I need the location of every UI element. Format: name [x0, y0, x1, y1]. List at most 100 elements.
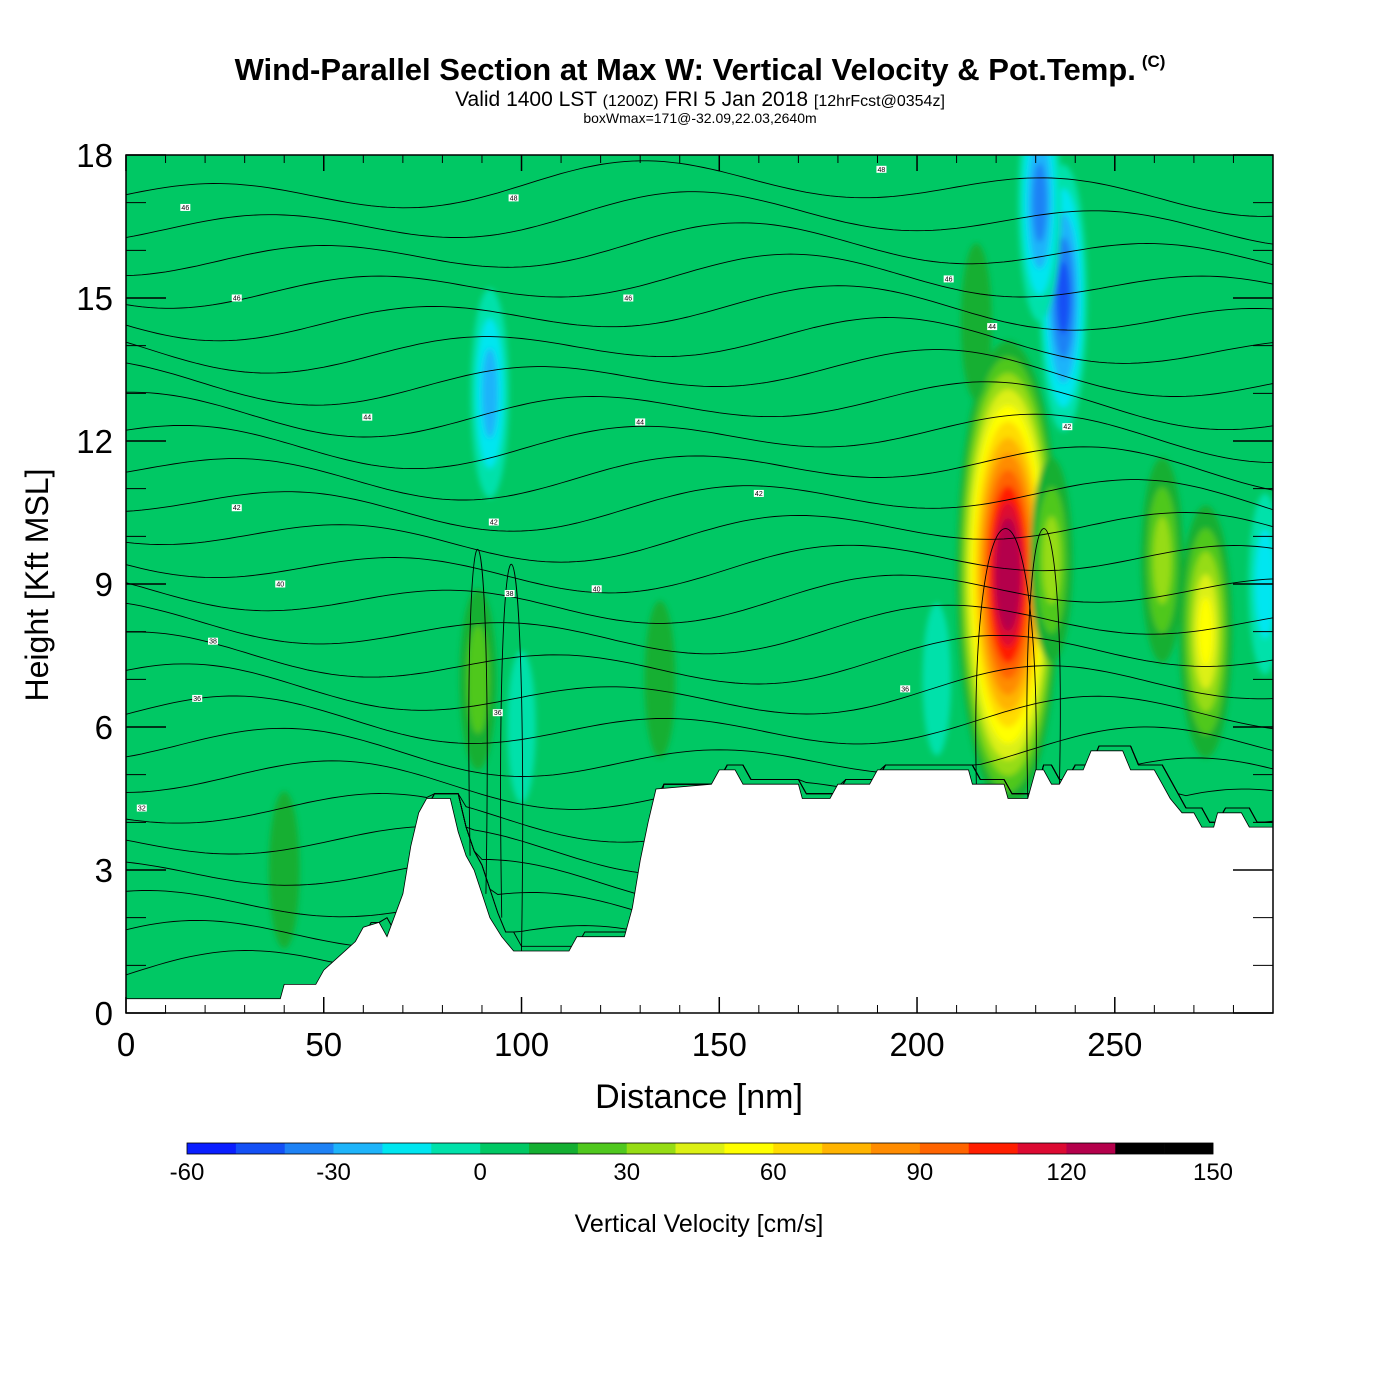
theta-label-box — [504, 590, 515, 598]
colorbar-tick-label: 150 — [1193, 1159, 1233, 1186]
colorbar-swatch — [968, 1143, 1018, 1154]
y-tick-label: 9 — [95, 566, 113, 603]
downdraft-contour-8-4 — [1056, 261, 1070, 335]
valid-date: FRI 5 Jan 2018 — [664, 88, 809, 111]
theta-contour-bubble — [500, 563, 524, 952]
theta-label: 36 — [193, 696, 201, 703]
theta-label-box — [136, 804, 147, 812]
theta-label: 44 — [636, 419, 644, 426]
theta-label-box — [900, 685, 911, 693]
theta-contour-line — [126, 349, 1273, 406]
colorbar-tick-label: -60 — [170, 1159, 205, 1186]
plot-area: 46 46 44 42 40 38 36 32 48 46 44 42 38 40 36 42 48 46 44 42… — [126, 155, 1273, 1013]
theta-label-box — [275, 580, 286, 588]
theta-contour-bubble — [1026, 528, 1061, 799]
theta-contour-line — [126, 745, 1273, 810]
colorbar-swatch — [626, 1143, 676, 1154]
colorbar-tick-label: 30 — [613, 1159, 640, 1186]
colorbar-tick-label: 0 — [473, 1159, 486, 1186]
y-tick-label: 18 — [76, 137, 113, 174]
colorbar-swatch — [822, 1143, 872, 1154]
colorbar-swatch — [284, 1143, 334, 1154]
theta-contour-line — [126, 663, 1273, 715]
theta-contour-line — [126, 695, 1273, 745]
theta-contour-line — [126, 602, 1273, 655]
colorbar-swatch — [431, 1143, 481, 1154]
colorbar-swatch — [1017, 1143, 1067, 1154]
colorbar-frame — [186, 1142, 1214, 1155]
theta-label-box — [492, 709, 503, 717]
theta-label-box — [180, 203, 191, 211]
theta-label: 42 — [1063, 424, 1071, 431]
theta-label-box — [623, 294, 634, 302]
theta-label: 36 — [901, 686, 909, 693]
copyright-mark: (C) — [1141, 52, 1166, 71]
x-tick-label: 0 — [117, 1026, 135, 1063]
theta-label-box — [943, 275, 954, 283]
theta-contour-line — [126, 479, 1273, 532]
colorbar-swatch — [675, 1143, 725, 1154]
valid-time-line: Valid 1400 LST (1200Z) FRI 5 Jan 2018 [1… — [0, 88, 1400, 112]
colorbar-swatch — [333, 1143, 383, 1154]
theta-contour-bubble — [468, 548, 488, 894]
box-wmax-line: boxWmax=171@-32.09,22.03,2640m — [583, 110, 817, 126]
theta-contours — [126, 160, 1273, 976]
theta-label: 46 — [233, 296, 241, 303]
theta-label: 36 — [494, 710, 502, 717]
colorbar-tick-label: 120 — [1046, 1159, 1086, 1186]
x-tick-label: 100 — [494, 1026, 549, 1063]
colorbar-swatch — [871, 1143, 921, 1154]
theta-contour-line — [126, 191, 1273, 245]
theta-contour-line — [126, 285, 1273, 342]
x-tick-label: 250 — [1087, 1026, 1142, 1063]
colorbar-tick-label: -30 — [316, 1159, 351, 1186]
theta-label-box — [362, 413, 373, 421]
theta-label-box — [231, 504, 242, 512]
theta-label: 46 — [624, 296, 632, 303]
theta-label: 44 — [988, 324, 996, 331]
theta-contour-line — [126, 222, 1273, 277]
colorbar-swatch — [480, 1143, 530, 1154]
theta-label: 42 — [755, 491, 763, 498]
theta-label-box — [508, 194, 519, 202]
theta-label: 44 — [363, 415, 371, 422]
theta-label-box — [192, 694, 203, 702]
theta-contour-line — [126, 253, 1273, 309]
chart-title: Wind-Parallel Section at Max W: Vertical… — [0, 52, 1400, 88]
updraft-contour-6-0 — [644, 600, 676, 758]
theta-label-box — [876, 165, 887, 173]
theta-label-box — [987, 323, 998, 331]
colorbar-swatch — [382, 1143, 432, 1154]
theta-label-box — [635, 418, 646, 426]
updraft-contour-4-2 — [1153, 516, 1172, 605]
x-tick-label: 150 — [692, 1026, 747, 1063]
theta-label-box — [753, 489, 764, 497]
updraft-contour-0-13 — [1002, 550, 1014, 599]
theta-label: 46 — [945, 276, 953, 283]
downdraft-contour-11-0 — [507, 650, 536, 804]
y-tick-label: 3 — [95, 852, 113, 889]
velocity-field — [268, 155, 1273, 949]
theta-contour-line — [126, 413, 1273, 470]
updraft-contour-5-0 — [960, 243, 992, 401]
terrain-mask — [126, 750, 1273, 1013]
y-axis-label: Height [Kft MSL] — [19, 469, 55, 702]
colorbar-swatch — [773, 1143, 823, 1154]
theta-contour-line — [126, 544, 1273, 594]
theta-contour-line — [126, 381, 1273, 438]
theta-label-box — [1062, 423, 1073, 431]
theta-contour-line — [126, 726, 1273, 777]
theta-label: 48 — [878, 167, 886, 174]
theta-contour-line — [126, 160, 1273, 217]
colorbar-swatch — [577, 1143, 628, 1154]
x-tick-label: 200 — [890, 1026, 945, 1063]
theta-contour-line — [126, 631, 1273, 685]
theta-contour-line — [126, 512, 1273, 563]
theta-contour-line — [126, 446, 1273, 501]
y-tick-label: 15 — [76, 280, 113, 317]
x-tick-label: 50 — [305, 1026, 342, 1063]
theta-label: 40 — [276, 582, 284, 589]
colorbar-swatch — [1066, 1143, 1116, 1154]
